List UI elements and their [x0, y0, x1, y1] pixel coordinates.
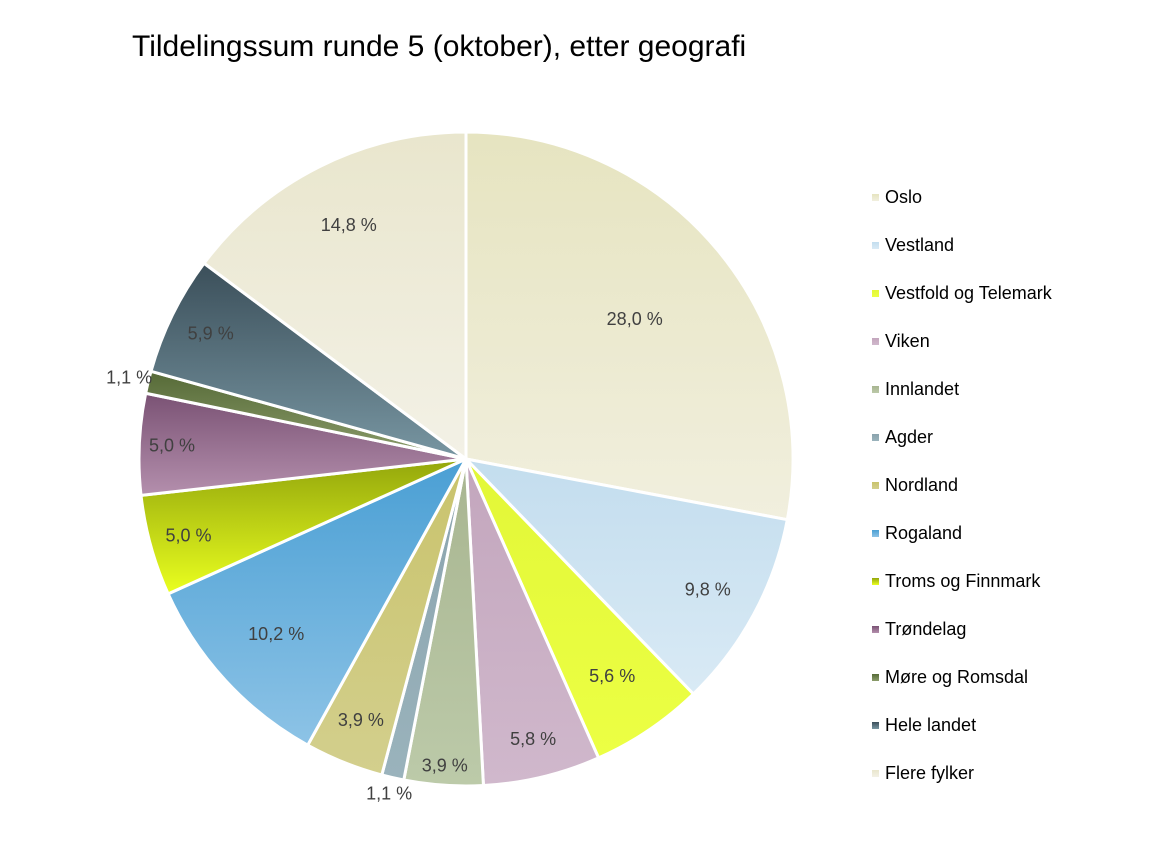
legend-swatch	[872, 721, 879, 729]
data-label-agder: 1,1 %	[366, 784, 412, 804]
legend-item: Vestland	[872, 221, 1052, 269]
legend-item: Vestfold og Telemark	[872, 269, 1052, 317]
chart-legend: Oslo Vestland Vestfold og Telemark Viken Inn…	[872, 173, 1052, 797]
legend-label: Agder	[885, 426, 934, 447]
legend-swatch	[872, 385, 879, 393]
data-label-trøndelag: 5,0 %	[149, 436, 195, 456]
legend-label: Møre og Romsdal	[885, 666, 1029, 687]
legend-swatch	[872, 529, 879, 537]
pie-slice-flere-fylker	[202, 130, 468, 461]
legend-label: Troms og Finnmark	[885, 570, 1041, 591]
legend-label: Vestfold og Telemark	[885, 282, 1052, 303]
data-label-vestland: 9,8 %	[685, 579, 731, 599]
data-label-nordland: 3,9 %	[338, 710, 384, 730]
legend-swatch	[872, 433, 879, 441]
legend-swatch	[872, 481, 879, 489]
data-label-oslo: 28,0 %	[607, 309, 663, 329]
pie-slice-vestland	[464, 457, 789, 696]
data-label-møre-og-romsdal: 1,1 %	[106, 368, 152, 388]
pie-slice-oslo	[464, 130, 795, 522]
legend-label: Trøndelag	[885, 618, 967, 639]
legend-label: Rogaland	[885, 522, 963, 543]
data-label-flere-fylker: 14,8 %	[321, 215, 377, 235]
legend-label: Hele landet	[885, 714, 977, 735]
legend-swatch	[872, 193, 879, 201]
legend-item: Nordland	[872, 461, 1052, 509]
legend-swatch	[872, 673, 879, 681]
legend-swatch	[872, 337, 879, 345]
pie-slice-rogaland	[166, 457, 468, 747]
legend-item: Flere fylker	[872, 749, 1052, 797]
legend-swatch	[872, 769, 879, 777]
data-label-vestfold-og-telemark: 5,6 %	[589, 666, 635, 686]
data-label-rogaland: 10,2 %	[248, 624, 304, 644]
legend-item: Innlandet	[872, 365, 1052, 413]
chart-title: Tildelingssum runde 5 (oktober), etter g…	[132, 30, 747, 63]
legend-label: Nordland	[885, 474, 959, 495]
pie-data-labels: 28,0 % 9,8 % 5,6 % 5,8 % 3,9 % 1,1 % 3,9 % 10,2…	[106, 215, 731, 804]
pie-slice-hele-landet	[149, 261, 468, 461]
legend-label: Oslo	[885, 186, 923, 207]
data-label-viken: 5,8 %	[510, 729, 556, 749]
legend-swatch	[872, 625, 879, 633]
legend-item: Viken	[872, 317, 1052, 365]
legend-label: Innlandet	[885, 378, 960, 399]
legend-swatch	[872, 577, 879, 585]
legend-swatch	[872, 241, 879, 249]
legend-item: Agder	[872, 413, 1052, 461]
legend-label: Viken	[885, 330, 930, 351]
legend-item: Oslo	[872, 173, 1052, 221]
data-label-troms-og-finnmark: 5,0 %	[165, 525, 211, 545]
pie-slices	[137, 130, 795, 788]
legend-item: Troms og Finnmark	[872, 557, 1052, 605]
legend-item: Trøndelag	[872, 605, 1052, 653]
legend-item: Hele landet	[872, 701, 1052, 749]
data-label-hele-landet: 5,9 %	[188, 324, 234, 344]
legend-label: Vestland	[885, 234, 955, 255]
legend-item: Møre og Romsdal	[872, 653, 1052, 701]
data-label-innlandet: 3,9 %	[422, 756, 468, 776]
legend-item: Rogaland	[872, 509, 1052, 557]
legend-label: Flere fylker	[885, 762, 975, 783]
legend-swatch	[872, 289, 879, 297]
